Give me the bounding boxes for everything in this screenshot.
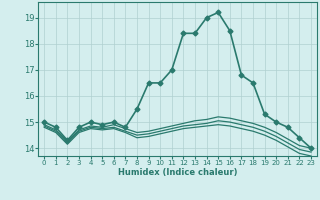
- X-axis label: Humidex (Indice chaleur): Humidex (Indice chaleur): [118, 168, 237, 177]
